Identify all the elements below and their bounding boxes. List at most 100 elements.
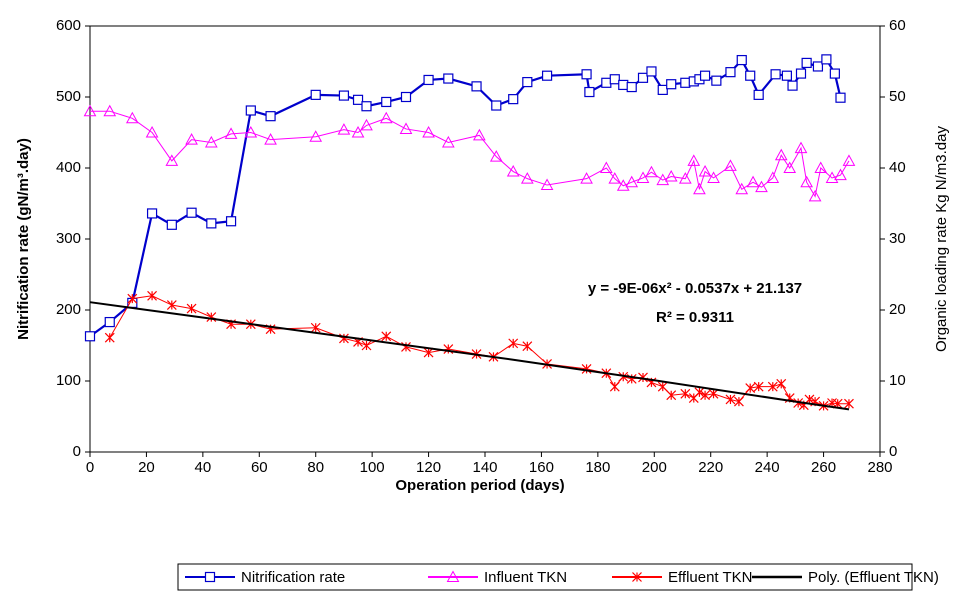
series-line [89, 301, 850, 411]
marker [471, 81, 482, 92]
x-tick-label: 200 [642, 459, 667, 476]
y-tick-label: 500 [56, 88, 81, 105]
marker [794, 141, 808, 154]
marker [206, 218, 217, 229]
y-tick-label: 100 [56, 372, 81, 389]
marker [145, 125, 159, 138]
marker [146, 208, 158, 219]
marker [725, 67, 736, 78]
y2-tick-label: 10 [889, 372, 906, 389]
marker [400, 91, 412, 103]
marker [835, 92, 846, 103]
y-axis-title: Nitrification rate (gN/m³.day) [15, 138, 32, 340]
y-tick-label: 300 [56, 230, 81, 247]
marker [84, 331, 96, 342]
marker [310, 89, 321, 100]
y2-tick-label: 60 [889, 17, 906, 34]
x-tick-label: 180 [585, 459, 610, 476]
marker [443, 73, 454, 84]
marker [787, 80, 798, 91]
legend-marker [204, 571, 216, 583]
marker [755, 180, 768, 193]
marker [245, 105, 256, 116]
marker [646, 66, 657, 77]
marker [808, 189, 822, 202]
y2-axis-title: Organic loading rate Kg N/m3.day [933, 126, 950, 352]
marker [522, 76, 533, 88]
marker [186, 207, 197, 218]
marker [774, 148, 788, 161]
marker [844, 398, 854, 409]
marker [666, 390, 677, 401]
x-axis-title: Operation period (days) [395, 477, 564, 494]
marker [361, 101, 372, 112]
marker [506, 165, 520, 177]
marker [541, 70, 553, 81]
x-tick-label: 240 [755, 459, 780, 476]
marker [776, 378, 787, 389]
marker [473, 128, 486, 141]
marker [540, 178, 554, 191]
marker [580, 172, 593, 184]
marker [508, 94, 519, 105]
marker [127, 293, 138, 304]
y-tick-label: 400 [56, 159, 81, 176]
marker [724, 159, 737, 171]
marker [489, 150, 503, 162]
x-tick-label: 260 [811, 459, 836, 476]
marker [186, 303, 197, 314]
marker [694, 387, 705, 398]
marker [309, 130, 323, 142]
marker [707, 171, 720, 183]
marker [735, 182, 749, 195]
x-tick-label: 160 [529, 459, 554, 476]
marker [351, 125, 365, 138]
marker [381, 331, 392, 342]
marker [626, 81, 637, 93]
marker [244, 125, 258, 138]
marker [625, 175, 639, 188]
marker [700, 390, 710, 401]
legend-label: Influent TKN [484, 569, 567, 586]
marker [783, 161, 797, 173]
marker [825, 171, 839, 183]
marker [698, 165, 712, 177]
marker [834, 168, 847, 181]
marker [801, 57, 812, 69]
marker [423, 74, 434, 86]
marker [103, 104, 117, 117]
marker [399, 122, 413, 134]
marker [795, 68, 807, 79]
marker [680, 388, 691, 399]
legend-marker [632, 572, 642, 582]
x-tick-label: 280 [867, 459, 892, 476]
marker [206, 312, 217, 323]
marker [381, 96, 392, 108]
x-tick-label: 140 [472, 459, 497, 476]
marker [104, 332, 115, 343]
marker [360, 118, 373, 131]
marker [657, 84, 668, 96]
marker [166, 219, 177, 230]
marker [745, 383, 756, 394]
marker [361, 340, 372, 351]
y2-tick-label: 30 [889, 230, 906, 247]
marker [520, 172, 534, 184]
marker [224, 127, 238, 139]
marker [104, 316, 115, 328]
marker [687, 154, 701, 166]
marker [766, 171, 780, 183]
marker [678, 172, 692, 184]
marker [310, 322, 321, 333]
marker [616, 179, 630, 191]
marker [734, 396, 744, 407]
marker [725, 394, 736, 405]
marker [814, 161, 828, 173]
marker [352, 94, 364, 105]
marker [337, 123, 351, 135]
marker [812, 61, 824, 72]
marker [736, 54, 747, 66]
x-tick-label: 80 [307, 459, 324, 476]
marker [609, 74, 620, 85]
